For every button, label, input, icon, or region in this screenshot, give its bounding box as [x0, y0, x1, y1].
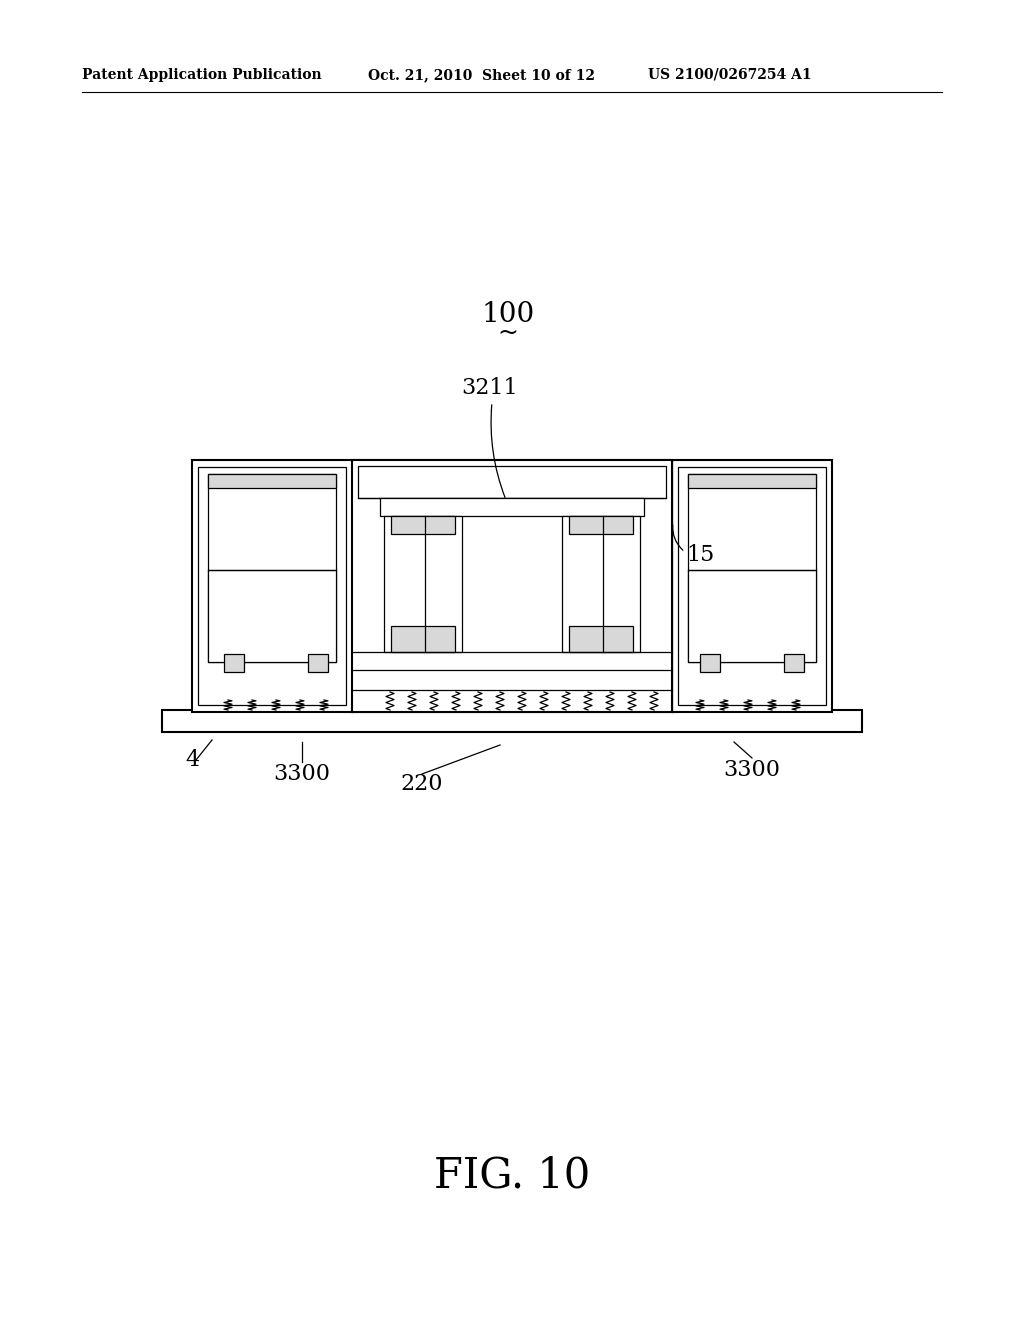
Bar — [688, 474, 816, 488]
Text: 3300: 3300 — [273, 763, 331, 785]
Bar — [224, 653, 244, 672]
Bar — [700, 653, 720, 672]
Text: Patent Application Publication: Patent Application Publication — [82, 69, 322, 82]
Text: US 2100/0267254 A1: US 2100/0267254 A1 — [648, 69, 812, 82]
Bar — [208, 474, 336, 663]
Bar — [569, 516, 633, 535]
Bar — [688, 570, 816, 663]
Bar — [562, 516, 640, 652]
Bar — [162, 710, 862, 733]
Bar — [678, 467, 826, 705]
Text: 220: 220 — [400, 774, 443, 795]
Text: 100: 100 — [481, 301, 535, 329]
Bar — [784, 653, 804, 672]
Text: 3211: 3211 — [462, 378, 518, 399]
Bar — [352, 459, 672, 711]
Bar — [193, 459, 831, 711]
Text: Oct. 21, 2010  Sheet 10 of 12: Oct. 21, 2010 Sheet 10 of 12 — [368, 69, 595, 82]
Text: 15: 15 — [686, 544, 715, 566]
Text: ~: ~ — [498, 322, 518, 345]
Text: FIG. 10: FIG. 10 — [434, 1154, 590, 1196]
Bar — [308, 653, 328, 672]
Bar — [391, 626, 455, 652]
Bar — [198, 467, 346, 705]
Bar — [208, 570, 336, 663]
Bar — [391, 516, 455, 535]
Bar — [380, 498, 644, 516]
Text: 4: 4 — [185, 748, 199, 771]
Bar — [569, 626, 633, 652]
Bar — [358, 466, 666, 498]
Bar — [384, 516, 462, 652]
Bar — [208, 474, 336, 488]
Bar — [688, 474, 816, 663]
Text: 3300: 3300 — [724, 759, 780, 781]
